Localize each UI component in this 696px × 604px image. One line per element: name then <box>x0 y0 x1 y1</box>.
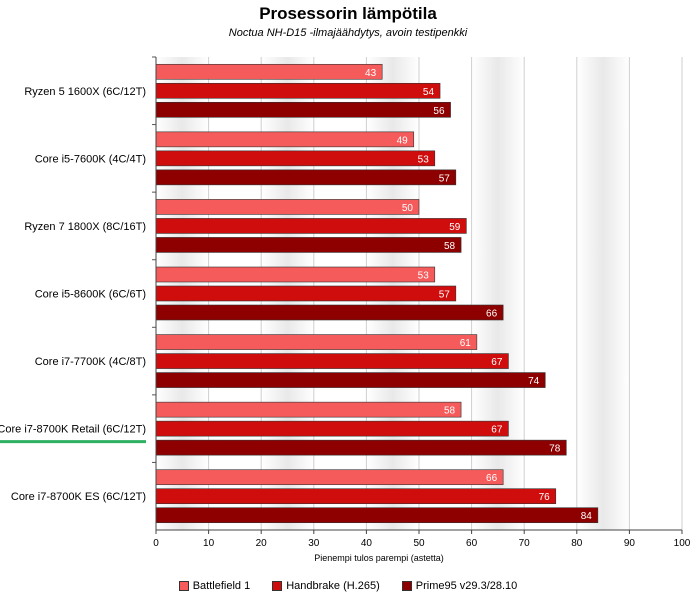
bar <box>155 439 567 456</box>
legend-item-prime95: Prime95 v29.3/28.10 <box>401 580 518 592</box>
bar <box>155 63 383 80</box>
data-label: 53 <box>418 154 430 165</box>
data-label: 74 <box>528 376 540 387</box>
data-label: 53 <box>418 271 430 282</box>
legend-swatch-battlefield <box>178 581 189 591</box>
legend-swatch-handbrake <box>272 581 283 591</box>
grid-band <box>471 57 525 530</box>
category-label: Core i5-8600K (6C/6T) <box>35 289 146 301</box>
data-label: 49 <box>397 135 409 146</box>
bar <box>155 82 441 99</box>
data-label: 67 <box>491 357 503 368</box>
bar <box>155 150 436 167</box>
data-label: 58 <box>444 241 456 252</box>
bar <box>155 199 420 215</box>
bar <box>155 353 509 369</box>
bar <box>155 420 509 437</box>
bar <box>155 334 478 350</box>
bar <box>155 169 457 186</box>
x-axis-label: Pienempi tulos parempi (astetta) <box>314 553 444 563</box>
bar <box>155 285 457 302</box>
data-label: 61 <box>460 338 472 349</box>
x-tick-label: 50 <box>413 538 425 549</box>
x-tick-label: 20 <box>256 538 268 549</box>
data-label: 50 <box>402 203 414 214</box>
bar <box>155 507 599 524</box>
bar <box>155 372 546 388</box>
category-label: Core i7-8700K Retail (6C/12T) <box>0 424 146 436</box>
x-tick-label: 0 <box>153 538 159 549</box>
legend-swatch-prime95 <box>401 581 412 591</box>
data-label: 84 <box>581 511 593 522</box>
bar <box>155 237 462 253</box>
data-label: 59 <box>449 222 461 233</box>
data-label: 57 <box>439 290 451 301</box>
data-label: 56 <box>433 106 445 117</box>
data-label: 76 <box>539 492 551 503</box>
grid-band <box>576 57 630 530</box>
data-label: 54 <box>423 87 435 98</box>
data-label: 66 <box>486 473 498 484</box>
category-label: Ryzen 7 1800X (8C/16T) <box>24 221 146 233</box>
bar <box>155 266 436 283</box>
x-tick-label: 10 <box>203 538 215 549</box>
legend-label-prime95: Prime95 v29.3/28.10 <box>415 580 518 592</box>
x-tick-label: 30 <box>308 538 320 549</box>
chart-title: Prosessorin lämpötila <box>259 4 437 23</box>
x-tick-label: 70 <box>519 538 531 549</box>
legend: Battlefield 1 Handbrake (H.265) Prime95 … <box>0 580 696 592</box>
data-label: 43 <box>365 68 377 79</box>
category-label: Core i5-7600K (4C/4T) <box>35 153 146 165</box>
bar <box>155 131 415 148</box>
category-label: Ryzen 5 1600X (6C/12T) <box>24 86 146 98</box>
bar <box>155 488 557 505</box>
bar <box>155 401 462 418</box>
x-tick-label: 80 <box>571 538 583 549</box>
legend-item-handbrake: Handbrake (H.265) <box>272 580 380 592</box>
legend-label-battlefield: Battlefield 1 <box>192 580 251 592</box>
data-label: 58 <box>444 406 456 417</box>
bar <box>155 469 504 486</box>
bar <box>155 218 467 234</box>
x-tick-label: 40 <box>361 538 373 549</box>
x-tick-label: 90 <box>624 538 636 549</box>
data-label: 78 <box>549 444 561 455</box>
bar <box>155 101 451 118</box>
bar-chart: 43 54 56 Ryzen 5 1600X (6C/12T) 49 53 57 Core i… <box>0 56 691 563</box>
bar <box>155 304 504 321</box>
category-label: Core i7-7700K (4C/8T) <box>35 356 146 368</box>
legend-item-battlefield: Battlefield 1 <box>178 580 251 592</box>
category-label: Core i7-8700K ES (6C/12T) <box>11 491 146 503</box>
x-tick-label: 60 <box>466 538 478 549</box>
legend-label-handbrake: Handbrake (H.265) <box>286 580 380 592</box>
data-label: 66 <box>486 309 498 320</box>
chart-subtitle: Noctua NH-D15 -ilmajäähdytys, avoin test… <box>228 27 468 39</box>
data-label: 57 <box>439 173 451 184</box>
x-tick-label: 100 <box>674 538 691 549</box>
data-label: 67 <box>491 425 503 436</box>
